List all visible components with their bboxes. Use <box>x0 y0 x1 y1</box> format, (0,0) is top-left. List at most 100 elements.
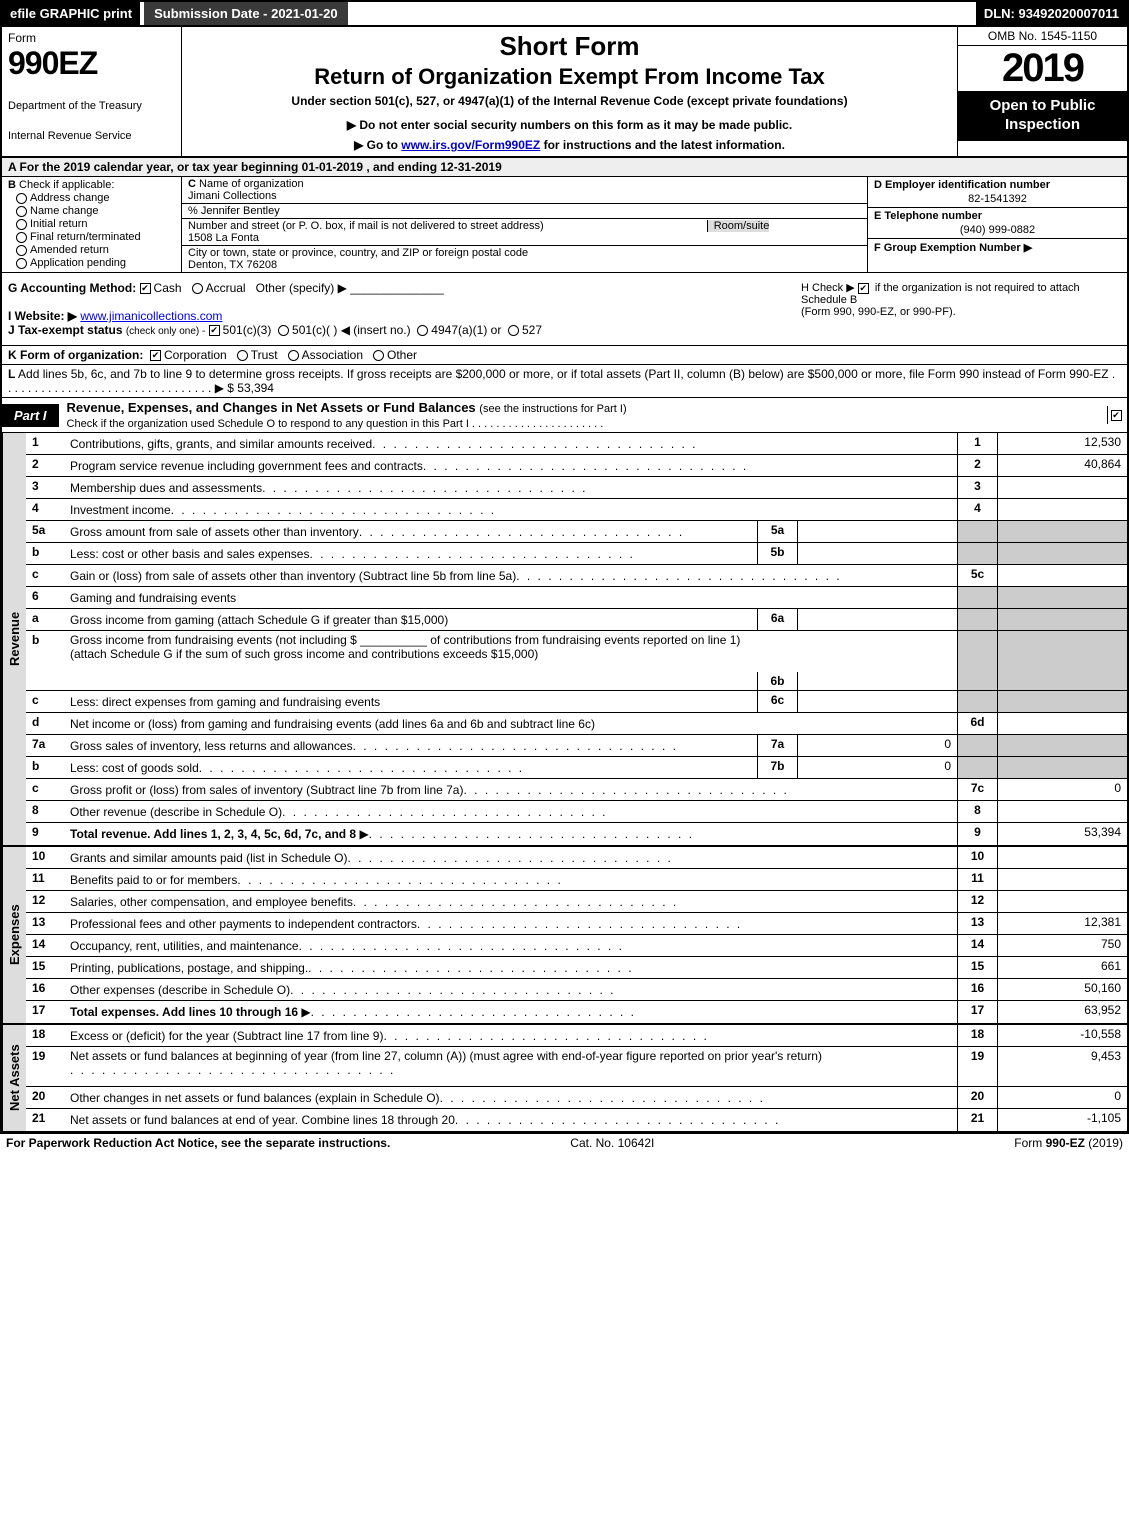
line-j-label: J Tax-exempt status <box>8 323 123 337</box>
dept-irs: Internal Revenue Service <box>8 130 175 142</box>
header-middle: Short Form Return of Organization Exempt… <box>182 27 957 156</box>
revenue-section: Revenue 1Contributions, gifts, grants, a… <box>0 433 1129 847</box>
city-label: City or town, state or province, country… <box>188 247 528 259</box>
opt-other: Other (specify) ▶ <box>256 281 347 295</box>
paperwork-notice: For Paperwork Reduction Act Notice, see … <box>6 1136 390 1150</box>
line-i-label: I Website: ▶ <box>8 309 77 323</box>
line-17: 17Total expenses. Add lines 10 through 1… <box>26 1001 1127 1023</box>
chk-address-change[interactable]: Address change <box>16 192 175 204</box>
box-b-label: B <box>8 179 16 191</box>
chk-trust[interactable] <box>237 350 248 361</box>
part-1-schedule-o-check[interactable] <box>1107 406 1127 424</box>
box-def: D Employer identification number 82-1541… <box>867 177 1127 272</box>
chk-other-org[interactable] <box>373 350 384 361</box>
header-left: Form 990EZ Department of the Treasury In… <box>2 27 182 156</box>
phone-value: (940) 999-0882 <box>874 224 1121 236</box>
chk-amended-return[interactable]: Amended return <box>16 244 175 256</box>
chk-corporation[interactable] <box>150 350 161 361</box>
line-7b: bLess: cost of goods sold7b0 <box>26 757 1127 779</box>
top-bar: efile GRAPHIC print Submission Date - 20… <box>0 0 1129 27</box>
line-21: 21Net assets or fund balances at end of … <box>26 1109 1127 1131</box>
part-1-title: Revenue, Expenses, and Changes in Net As… <box>59 398 1107 432</box>
chk-cash[interactable] <box>140 283 151 294</box>
line-14: 14Occupancy, rent, utilities, and mainte… <box>26 935 1127 957</box>
line-6c: cLess: direct expenses from gaming and f… <box>26 691 1127 713</box>
cat-no: Cat. No. 10642I <box>570 1136 654 1150</box>
line-18: 18Excess or (deficit) for the year (Subt… <box>26 1025 1127 1047</box>
line-j-sub: (check only one) - <box>126 326 205 337</box>
omb-number: OMB No. 1545-1150 <box>958 27 1127 46</box>
ein-value: 82-1541392 <box>874 193 1121 205</box>
line-k-label: K Form of organization: <box>8 348 143 362</box>
chk-final-return[interactable]: Final return/terminated <box>16 231 175 243</box>
efile-print-button[interactable]: efile GRAPHIC print <box>2 2 140 25</box>
dept-treasury: Department of the Treasury <box>8 100 175 112</box>
form-ref: Form 990-EZ (2019) <box>1014 1136 1123 1150</box>
line-8: 8Other revenue (describe in Schedule O)8 <box>26 801 1127 823</box>
line-g-h: G Accounting Method: Cash Accrual Other … <box>0 273 1129 346</box>
website-link[interactable]: www.jimanicollections.com <box>80 309 222 323</box>
no-ssn-note: ▶ Do not enter social security numbers o… <box>190 118 949 132</box>
line-20: 20Other changes in net assets or fund ba… <box>26 1087 1127 1109</box>
net-assets-section: Net Assets 18Excess or (deficit) for the… <box>0 1025 1129 1133</box>
revenue-side-label: Revenue <box>2 433 26 845</box>
go-to-line: ▶ Go to www.irs.gov/Form990EZ for instru… <box>190 138 949 152</box>
chk-initial-return[interactable]: Initial return <box>16 218 175 230</box>
go-to-pre: ▶ Go to <box>354 138 401 152</box>
chk-association[interactable] <box>288 350 299 361</box>
opt-cash: Cash <box>154 281 182 295</box>
line-a-tax-year: A For the 2019 calendar year, or tax yea… <box>0 158 1129 177</box>
chk-4947[interactable] <box>417 325 428 336</box>
line-12: 12Salaries, other compensation, and empl… <box>26 891 1127 913</box>
line-6a: aGross income from gaming (attach Schedu… <box>26 609 1127 631</box>
chk-accrual[interactable] <box>192 283 203 294</box>
opt-527: 527 <box>522 323 542 337</box>
opt-corporation: Corporation <box>164 348 227 362</box>
open-to-public: Open to Public Inspection <box>958 91 1127 141</box>
entity-block: B Check if applicable: Address change Na… <box>0 177 1129 273</box>
line-7c: cGross profit or (loss) from sales of in… <box>26 779 1127 801</box>
line-16: 16Other expenses (describe in Schedule O… <box>26 979 1127 1001</box>
expenses-section: Expenses 10Grants and similar amounts pa… <box>0 847 1129 1025</box>
form-header: Form 990EZ Department of the Treasury In… <box>0 27 1129 158</box>
chk-application-pending[interactable]: Application pending <box>16 257 175 269</box>
dln-label: DLN: 93492020007011 <box>976 2 1127 25</box>
part-1-header: Part I Revenue, Expenses, and Changes in… <box>0 398 1129 433</box>
chk-name-change[interactable]: Name change <box>16 205 175 217</box>
box-e-label: E Telephone number <box>874 210 982 222</box>
line-9: 9Total revenue. Add lines 1, 2, 3, 4, 5c… <box>26 823 1127 845</box>
line-h-text3: (Form 990, 990-EZ, or 990-PF). <box>801 306 956 318</box>
chk-527[interactable] <box>508 325 519 336</box>
street-label: Number and street (or P. O. box, if mail… <box>188 220 544 232</box>
opt-501c3: 501(c)(3) <box>223 323 272 337</box>
line-g: G Accounting Method: Cash Accrual Other … <box>8 281 801 337</box>
line-15: 15Printing, publications, postage, and s… <box>26 957 1127 979</box>
form-number: 990EZ <box>8 45 175 82</box>
line-7a: 7aGross sales of inventory, less returns… <box>26 735 1127 757</box>
opt-other-org: Other <box>387 348 417 362</box>
opt-trust: Trust <box>251 348 278 362</box>
room-suite-label: Room/suite <box>707 220 770 232</box>
submission-date-button[interactable]: Submission Date - 2021-01-20 <box>144 2 348 25</box>
chk-501c[interactable] <box>278 325 289 336</box>
go-to-post: for instructions and the latest informat… <box>540 138 785 152</box>
irs-link[interactable]: www.irs.gov/Form990EZ <box>401 138 540 152</box>
line-5a: 5aGross amount from sale of assets other… <box>26 521 1127 543</box>
chk-line-h[interactable] <box>858 283 869 294</box>
city-value: Denton, TX 76208 <box>188 259 277 271</box>
chk-501c3[interactable] <box>209 325 220 336</box>
box-c-label: C <box>188 178 196 190</box>
opt-accrual: Accrual <box>206 281 246 295</box>
tax-year: 2019 <box>958 46 1127 91</box>
box-b-text: Check if applicable: <box>19 179 114 191</box>
line-13: 13Professional fees and other payments t… <box>26 913 1127 935</box>
form-word: Form <box>8 31 175 45</box>
org-name: Jimani Collections <box>188 190 277 202</box>
opt-association: Association <box>302 348 363 362</box>
net-assets-side-label: Net Assets <box>2 1025 26 1131</box>
line-l: L Add lines 5b, 6c, and 7b to line 9 to … <box>0 365 1129 398</box>
line-4: 4Investment income4 <box>26 499 1127 521</box>
line-19: 19Net assets or fund balances at beginni… <box>26 1047 1127 1087</box>
line-6d: dNet income or (loss) from gaming and fu… <box>26 713 1127 735</box>
opt-4947: 4947(a)(1) or <box>431 323 501 337</box>
